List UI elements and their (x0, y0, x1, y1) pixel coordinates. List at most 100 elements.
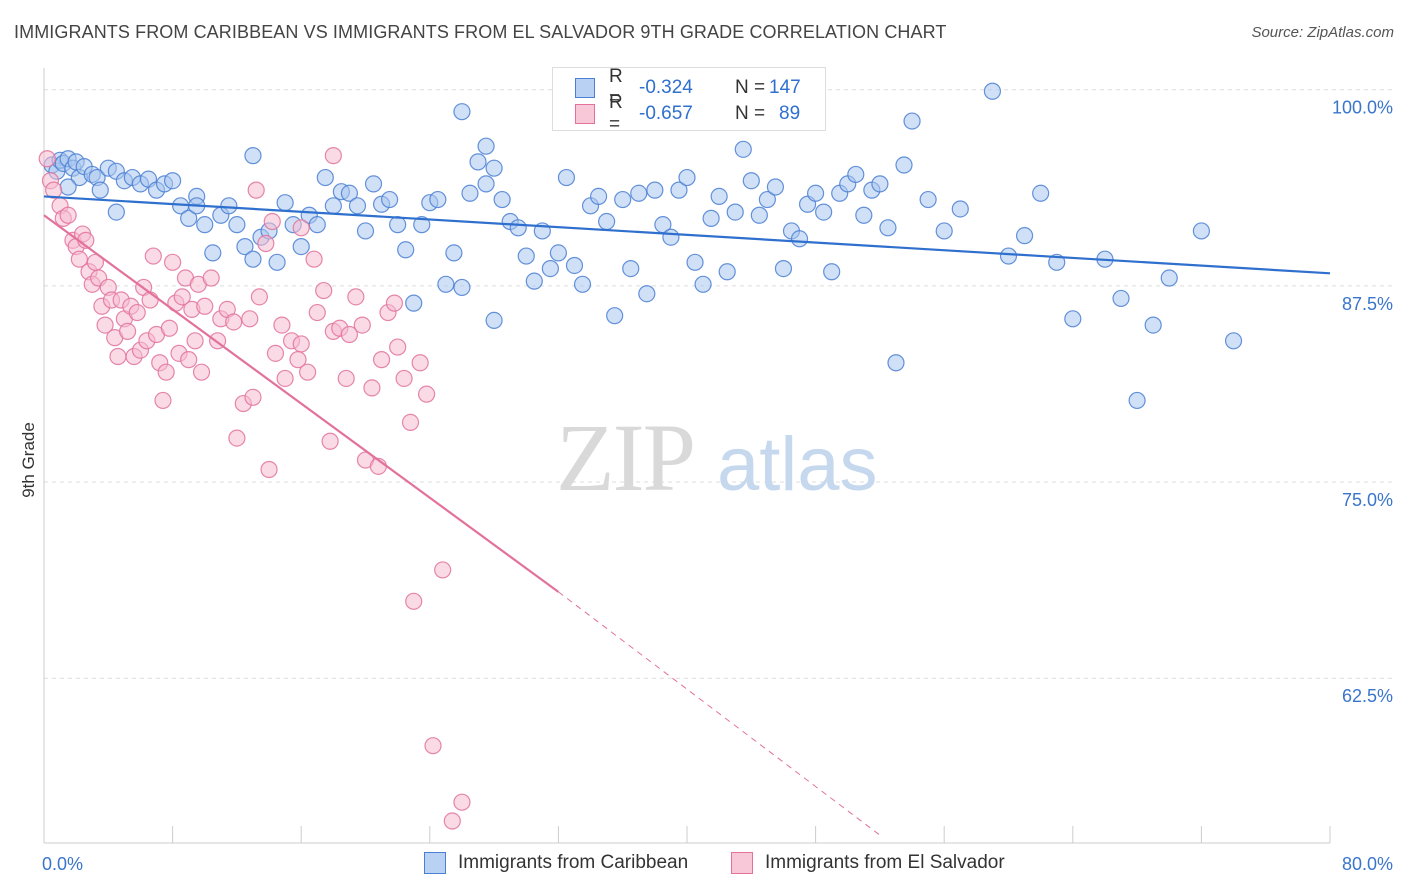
data-point (485, 311, 503, 329)
data-point (154, 391, 172, 410)
data-point (614, 190, 632, 209)
data-point (453, 793, 471, 811)
data-point (220, 197, 238, 215)
data-point (315, 281, 333, 300)
data-point (606, 307, 624, 325)
data-point (38, 150, 56, 168)
data-point (999, 247, 1018, 265)
data-point (434, 561, 452, 579)
data-point (257, 234, 275, 253)
x-tick-label: 80.0% (1342, 854, 1393, 874)
data-point (461, 184, 479, 202)
data-point (204, 244, 222, 262)
data-point (196, 297, 214, 315)
data-point (45, 181, 63, 199)
legend-row-el-salvador: R = -0.657 N = 89 (575, 92, 801, 135)
series-layer (38, 82, 1243, 830)
correlation-legend: R = -0.324 N = 147 R = -0.657 N = 89 (552, 66, 826, 135)
data-point (662, 228, 680, 246)
data-point (1064, 310, 1082, 328)
data-point (1032, 184, 1050, 202)
data-point (389, 338, 407, 356)
legend-n-value: 89 (779, 103, 801, 124)
data-point (324, 197, 342, 215)
legend-swatch-el-salvador (575, 104, 595, 124)
data-point (443, 812, 461, 830)
data-point (308, 216, 326, 234)
y-tick-label: 75.0% (1342, 490, 1393, 510)
data-point (855, 206, 873, 224)
data-point (202, 269, 220, 287)
data-point (340, 325, 359, 344)
legend-r-label: R = (609, 66, 623, 109)
data-point (1192, 222, 1211, 240)
trend-layer (43, 195, 1331, 836)
data-point (622, 260, 640, 278)
data-point (983, 82, 1002, 100)
data-point (292, 335, 310, 353)
data-point (381, 190, 399, 209)
series-el-salvador (38, 147, 471, 830)
legend-row-caribbean: R = -0.324 N = 147 (575, 66, 801, 109)
data-point (895, 156, 913, 174)
data-point (453, 278, 471, 297)
legend-r-value: -0.324 (639, 77, 693, 98)
data-point (453, 103, 471, 121)
data-point (734, 140, 752, 158)
data-point (276, 369, 294, 388)
data-point (59, 178, 77, 196)
data-point (726, 203, 744, 221)
watermark-zip: ZIP (556, 404, 694, 511)
watermark-atlas: atlas (717, 422, 878, 507)
data-point (173, 288, 191, 306)
data-point (549, 244, 568, 262)
data-point (429, 190, 447, 209)
legend-n-label: N = (735, 103, 766, 124)
tick-labels: 100.0% 87.5% 75.0% 62.5% 0.0% 80.0% (42, 98, 1393, 874)
data-point (141, 291, 159, 309)
data-point (750, 206, 768, 224)
data-point (186, 332, 204, 350)
data-point (180, 351, 198, 369)
data-point (363, 379, 381, 397)
data-point (347, 288, 365, 306)
y-axis-label: 9th Grade (19, 422, 38, 498)
data-point (630, 184, 648, 202)
data-point (477, 175, 495, 193)
data-point (1160, 269, 1178, 287)
data-point (337, 369, 355, 388)
data-point (710, 187, 728, 206)
data-point (871, 175, 889, 193)
data-point (276, 194, 294, 212)
data-point (395, 369, 413, 388)
data-point (541, 260, 559, 278)
data-point (292, 238, 310, 256)
data-point (244, 388, 262, 406)
data-point (348, 197, 367, 215)
data-point (517, 247, 535, 265)
data-point (879, 219, 897, 237)
x-tick-label: 0.0% (42, 854, 83, 874)
data-point (1112, 289, 1130, 308)
chart-title: IMMIGRANTS FROM CARIBBEAN VS IMMIGRANTS … (14, 22, 947, 42)
data-point (919, 190, 937, 209)
data-point (118, 322, 137, 340)
data-point (485, 159, 503, 177)
data-point (790, 230, 809, 248)
data-point (694, 275, 712, 293)
data-point (686, 253, 704, 271)
data-point (263, 212, 281, 231)
data-point (742, 172, 760, 190)
data-point (308, 303, 326, 322)
watermark: ZIP atlas (556, 404, 878, 511)
data-point (437, 275, 455, 293)
data-point (477, 137, 495, 155)
data-point (244, 250, 262, 268)
y-tick-label: 87.5% (1342, 294, 1393, 314)
data-point (417, 385, 436, 403)
data-point (228, 429, 246, 447)
data-point (405, 294, 423, 312)
data-point (236, 238, 254, 256)
data-point (356, 222, 375, 240)
